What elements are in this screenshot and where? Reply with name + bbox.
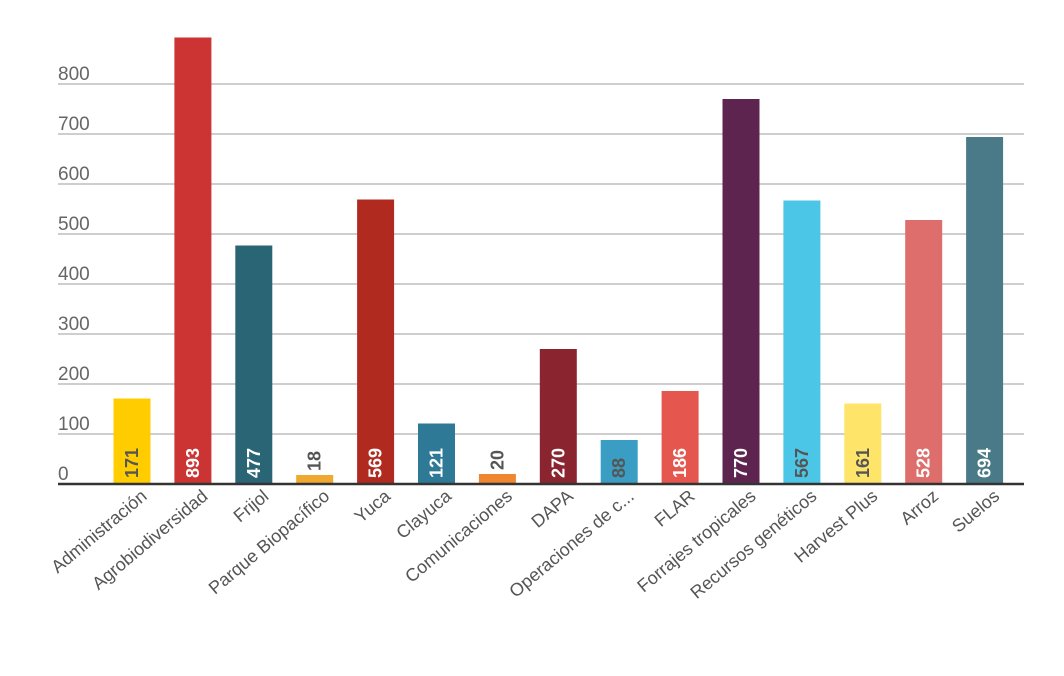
value-label-12: 161 — [853, 448, 873, 478]
x-tick-label-13: Arroz — [896, 486, 942, 529]
value-label-1: 893 — [183, 448, 203, 478]
y-tick-label-800: 800 — [58, 64, 90, 85]
bar-4 — [357, 199, 395, 484]
y-tick-label-100: 100 — [58, 414, 90, 435]
value-label-0: 171 — [122, 448, 142, 478]
y-tick-label-0: 0 — [58, 464, 69, 485]
x-tick-label-14: Suelos — [948, 486, 1003, 537]
value-label-5: 121 — [427, 448, 447, 478]
bar-5 — [418, 423, 455, 484]
value-label-10: 770 — [731, 448, 751, 478]
bar-6 — [478, 474, 516, 484]
y-axis-ticks: 0 100 200 300 400 500 600 700 800 — [58, 64, 90, 485]
bar-3 — [296, 475, 334, 484]
bar-1 — [174, 37, 212, 484]
y-tick-label-300: 300 — [58, 314, 90, 335]
bar-14 — [966, 137, 1004, 484]
x-tick-label-4: Yuca — [351, 485, 395, 527]
y-tick-label-500: 500 — [58, 214, 90, 235]
bar-8 — [600, 440, 638, 484]
bar-13 — [905, 220, 943, 484]
gridlines — [58, 83, 1024, 435]
value-label-2: 477 — [244, 448, 264, 478]
bar-10 — [722, 99, 760, 484]
bar-0 — [113, 398, 151, 484]
value-label-6: 20 — [487, 450, 507, 470]
value-labels: 171 893 477 18 569 121 20 270 88 186 770 567 161 528 6… — [122, 448, 995, 478]
value-label-4: 569 — [366, 448, 386, 478]
bar-7 — [539, 349, 577, 484]
value-label-9: 186 — [670, 448, 690, 478]
value-label-3: 18 — [305, 451, 325, 471]
value-label-14: 694 — [975, 448, 995, 478]
bar-12 — [844, 403, 882, 484]
bar-11 — [783, 200, 821, 484]
x-tick-label-7: DAPA — [527, 486, 576, 532]
x-tick-label-6: Comunicaciones — [401, 486, 516, 587]
bars — [113, 37, 1004, 484]
x-tick-label-9: FLAR — [651, 486, 699, 531]
y-tick-label-700: 700 — [58, 114, 90, 135]
value-label-11: 567 — [792, 448, 812, 478]
value-label-13: 528 — [914, 448, 934, 478]
y-tick-label-200: 200 — [58, 364, 90, 385]
value-label-8: 88 — [609, 458, 629, 478]
bar-9 — [661, 391, 699, 484]
x-tick-label-2: Frijol — [230, 486, 273, 526]
y-tick-label-600: 600 — [58, 164, 90, 185]
y-tick-label-400: 400 — [58, 264, 90, 285]
bar-2 — [235, 245, 273, 484]
value-label-7: 270 — [548, 448, 568, 478]
x-tick-label-1: Agrobiodiversidad — [88, 486, 211, 594]
